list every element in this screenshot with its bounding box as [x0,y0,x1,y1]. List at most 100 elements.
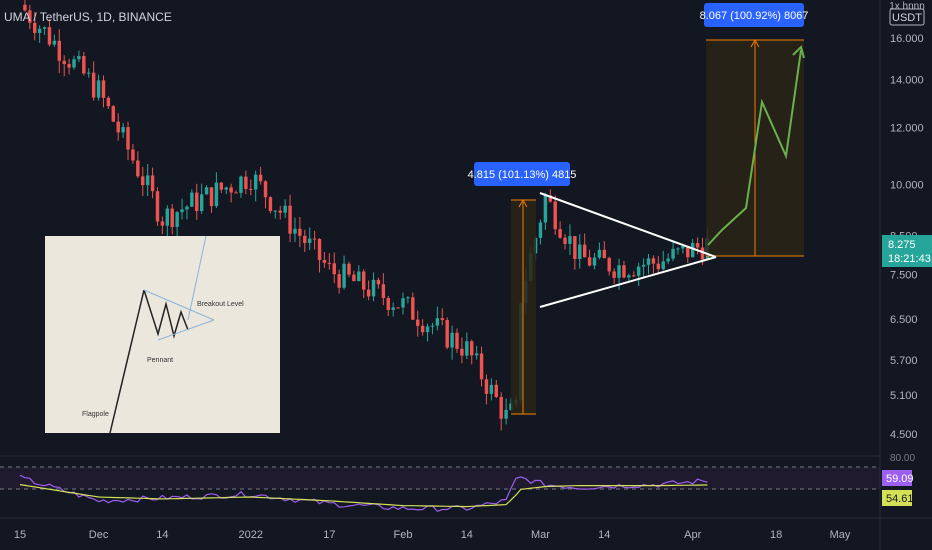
candle-body [553,201,557,230]
last-price-value: 8.275 [888,239,916,251]
candle-body [214,182,219,207]
candle-body [62,60,66,65]
symbol-title[interactable]: UMA / TetherUS, 1D, BINANCE [4,10,172,24]
candle-body [234,192,238,194]
candle-body [396,307,400,309]
candle-body [57,40,61,61]
measure-2-label[interactable]: 8.067 (100.92%) 8067 [700,3,809,27]
inset-pennant-zigzag [143,289,189,339]
candle-body [671,248,675,259]
candle-body [632,275,636,277]
candle-body [465,341,469,356]
candle-body [420,325,425,333]
candle-body [548,195,553,202]
candle-body [170,208,174,227]
measure-tool-1[interactable] [511,198,536,415]
candle-body [622,265,626,278]
time-axis[interactable]: 15 Dec 14 2022 17 Feb 14 Mar 14 Apr 18 May [0,517,932,541]
time-tick-label: 14 [461,529,473,541]
candle-body [249,188,253,190]
candle-body [425,326,430,333]
candle-body [52,40,57,45]
axis-unit-top: 1x hnnn [889,1,925,12]
candle-body [357,271,361,282]
candle-body [204,187,209,195]
time-tick-label: Apr [684,529,701,541]
inset-breakout-line [187,235,207,321]
time-tick-label: 17 [323,529,335,541]
candle-body [278,210,282,213]
candle-body [700,247,705,260]
candle-body [42,27,47,29]
price-tick-label: 6.500 [890,314,918,326]
rsi-ma-line [19,484,708,508]
candle-body [558,229,562,238]
candle-body [229,187,233,193]
candle-body [165,208,170,226]
candle-body [106,97,111,107]
pennant-triangle[interactable] [539,192,717,308]
candle-body [484,379,489,394]
candle-body [666,258,670,262]
candle-body [37,28,42,33]
candle-body [445,319,449,348]
candle-body [322,260,327,263]
measure-1-label[interactable]: 4.815 (101.13%) 4815 [468,162,577,186]
rsi-value-badge [882,470,912,486]
candle-body [435,318,440,326]
candle-body [131,149,135,161]
pennant-upper-line [539,192,717,258]
price-axis[interactable]: 1x hnnn USDT 16.00014.00012.00010.0008.5… [879,0,932,550]
last-price-badge [882,235,932,267]
candle-body [87,72,91,74]
rsi-ma-value: 54.61 [886,493,914,505]
candle-body [288,205,292,234]
time-tick-label: 14 [598,529,610,541]
measure-2-label-text: 8.067 (100.92%) 8067 [700,10,809,22]
candle-body [617,265,621,278]
price-tick-label: 12.000 [890,123,924,135]
candle-body [180,209,184,213]
candle-body [573,236,577,259]
rsi-ma-badge [882,490,912,506]
candle-body [327,262,332,264]
candle-body [587,257,592,266]
projection-path[interactable] [707,45,805,246]
candle-body [190,192,194,207]
price-tick-label: 16.000 [890,33,924,45]
inset-lower-trend [157,319,215,341]
candle-body [391,307,395,310]
price-tick-label: 7.500 [890,269,918,281]
candle-body [298,228,302,236]
measure-1-label-text: 4.815 (101.13%) 4815 [468,169,577,181]
pennant-lower-line [539,256,717,308]
projection-line [707,49,802,246]
candle-body [67,64,71,68]
rsi-tick-80: 80.00 [890,453,915,464]
candle-body [627,275,631,278]
rsi-pane[interactable] [0,455,880,513]
candle-body [568,236,572,244]
candle-body [244,176,248,189]
candle-body [72,59,76,68]
candle-body [411,297,415,320]
candle-body [543,195,548,223]
candle-body [695,243,700,248]
candle-body [111,106,116,122]
candle-body [661,261,665,270]
time-tick-label: Mar [531,529,550,541]
time-tick-label: 2022 [239,529,263,541]
candle-body [195,192,199,211]
candle-body [160,221,165,226]
candle-body [612,271,616,278]
candle-body [150,175,155,192]
inset-flagpole-line [109,289,145,434]
candle-body [96,80,101,98]
candle-body [470,341,474,356]
currency-badge[interactable] [889,8,925,26]
candle-body [376,279,381,285]
candle-body [460,348,464,356]
candle-body [101,80,106,98]
candle-body [450,332,454,348]
